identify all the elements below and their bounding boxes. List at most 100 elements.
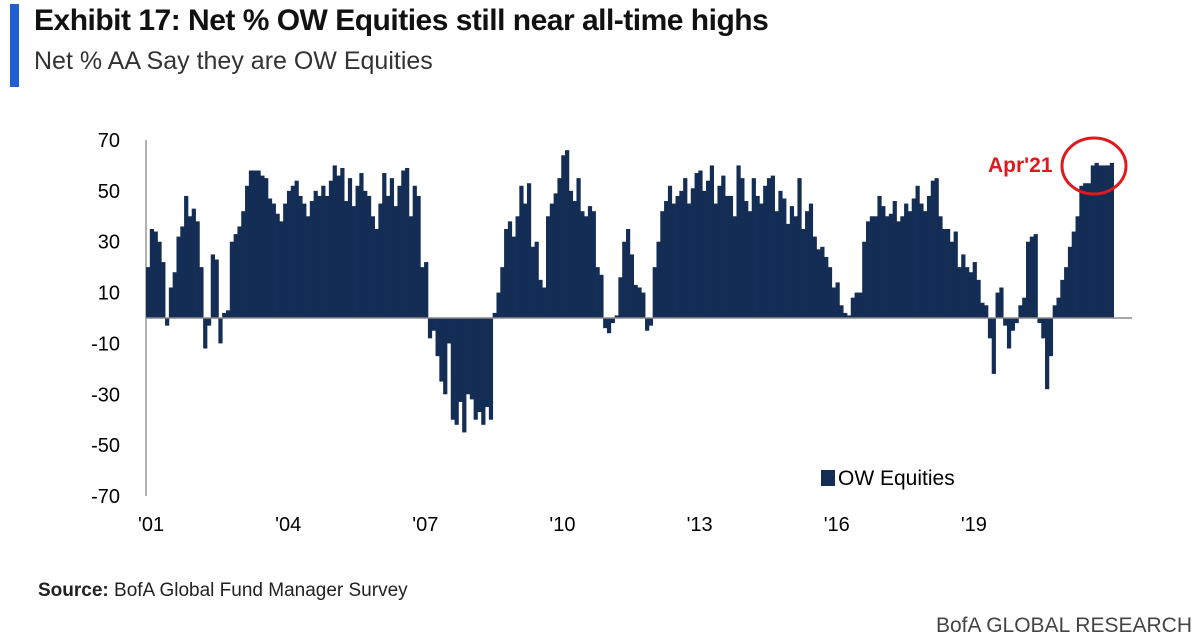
bar bbox=[652, 267, 657, 318]
bar bbox=[568, 190, 574, 318]
bar bbox=[747, 211, 753, 318]
bar bbox=[1006, 318, 1012, 349]
bar bbox=[439, 318, 444, 382]
bar bbox=[641, 292, 646, 318]
bar bbox=[420, 267, 425, 318]
bar bbox=[1045, 318, 1050, 390]
bar bbox=[481, 318, 486, 425]
bar bbox=[366, 195, 372, 318]
bar bbox=[435, 318, 440, 357]
annotation-circle bbox=[1060, 136, 1128, 196]
bar bbox=[645, 318, 650, 331]
bar bbox=[595, 267, 600, 318]
y-tick-label: -30 bbox=[91, 384, 120, 406]
bar bbox=[690, 188, 695, 318]
bar bbox=[431, 318, 436, 331]
bar bbox=[858, 292, 863, 318]
bar bbox=[267, 198, 273, 318]
bar bbox=[389, 178, 395, 318]
bar bbox=[572, 201, 577, 318]
bar bbox=[374, 229, 379, 318]
bar bbox=[827, 267, 833, 318]
bar bbox=[740, 178, 745, 318]
bar bbox=[782, 198, 787, 318]
bar bbox=[385, 195, 391, 318]
bar bbox=[721, 175, 726, 318]
bar bbox=[408, 216, 414, 318]
bar bbox=[926, 195, 932, 318]
bar bbox=[344, 201, 349, 318]
bar bbox=[397, 185, 402, 318]
bar bbox=[1079, 185, 1084, 318]
bar bbox=[1109, 162, 1115, 318]
bar bbox=[462, 318, 467, 433]
bar bbox=[1029, 236, 1035, 318]
bar bbox=[793, 216, 798, 318]
bar bbox=[252, 170, 257, 318]
bar bbox=[625, 229, 631, 318]
x-tick-label: '10 bbox=[549, 514, 575, 536]
bar bbox=[919, 203, 924, 318]
bar bbox=[576, 178, 581, 318]
bar bbox=[1067, 246, 1073, 318]
bar bbox=[930, 180, 935, 318]
bar bbox=[896, 221, 901, 318]
bar bbox=[759, 203, 764, 318]
bar bbox=[245, 185, 250, 318]
bar bbox=[500, 267, 505, 318]
bar bbox=[492, 312, 497, 318]
x-tick-label: '16 bbox=[824, 514, 850, 536]
bar bbox=[149, 229, 155, 318]
chart-title: Exhibit 17: Net % OW Equities still near… bbox=[34, 4, 769, 37]
bar bbox=[633, 284, 638, 318]
bar bbox=[1052, 305, 1057, 318]
bar bbox=[618, 277, 623, 318]
bar bbox=[565, 150, 570, 318]
bar bbox=[305, 216, 311, 318]
bar bbox=[873, 216, 878, 318]
bar bbox=[180, 226, 185, 318]
bar bbox=[446, 318, 452, 344]
bar bbox=[1064, 267, 1069, 318]
bar bbox=[290, 185, 295, 318]
bar bbox=[984, 305, 989, 318]
legend-label-ow-equities: OW Equities bbox=[838, 467, 955, 490]
bar bbox=[900, 216, 905, 318]
bar bbox=[789, 206, 795, 318]
bar bbox=[606, 318, 612, 334]
bar bbox=[405, 167, 410, 318]
bar bbox=[325, 195, 330, 318]
bar bbox=[1071, 231, 1076, 318]
bar bbox=[1010, 318, 1015, 331]
bar bbox=[808, 203, 814, 318]
bar bbox=[286, 190, 292, 318]
bar bbox=[416, 195, 421, 318]
bar bbox=[256, 170, 261, 318]
bar bbox=[763, 185, 768, 318]
bar bbox=[378, 203, 383, 318]
bar bbox=[671, 203, 676, 318]
bar bbox=[614, 315, 619, 318]
bar bbox=[637, 287, 642, 318]
bar bbox=[629, 254, 635, 318]
bar bbox=[504, 229, 509, 318]
bar bbox=[1060, 279, 1065, 318]
bar bbox=[1098, 165, 1103, 318]
bar bbox=[976, 279, 981, 318]
bar bbox=[412, 185, 417, 318]
bar bbox=[755, 195, 760, 318]
bar bbox=[454, 318, 459, 425]
bar bbox=[698, 170, 703, 318]
bar bbox=[321, 185, 326, 318]
bar bbox=[279, 221, 284, 318]
bar bbox=[283, 203, 288, 318]
bar bbox=[1033, 234, 1038, 318]
bar bbox=[485, 318, 490, 407]
bar bbox=[534, 241, 539, 318]
bar bbox=[850, 297, 855, 318]
bar bbox=[877, 195, 882, 318]
bar bbox=[530, 246, 535, 318]
bar bbox=[801, 229, 806, 318]
bar bbox=[538, 279, 543, 318]
bar bbox=[911, 198, 916, 318]
